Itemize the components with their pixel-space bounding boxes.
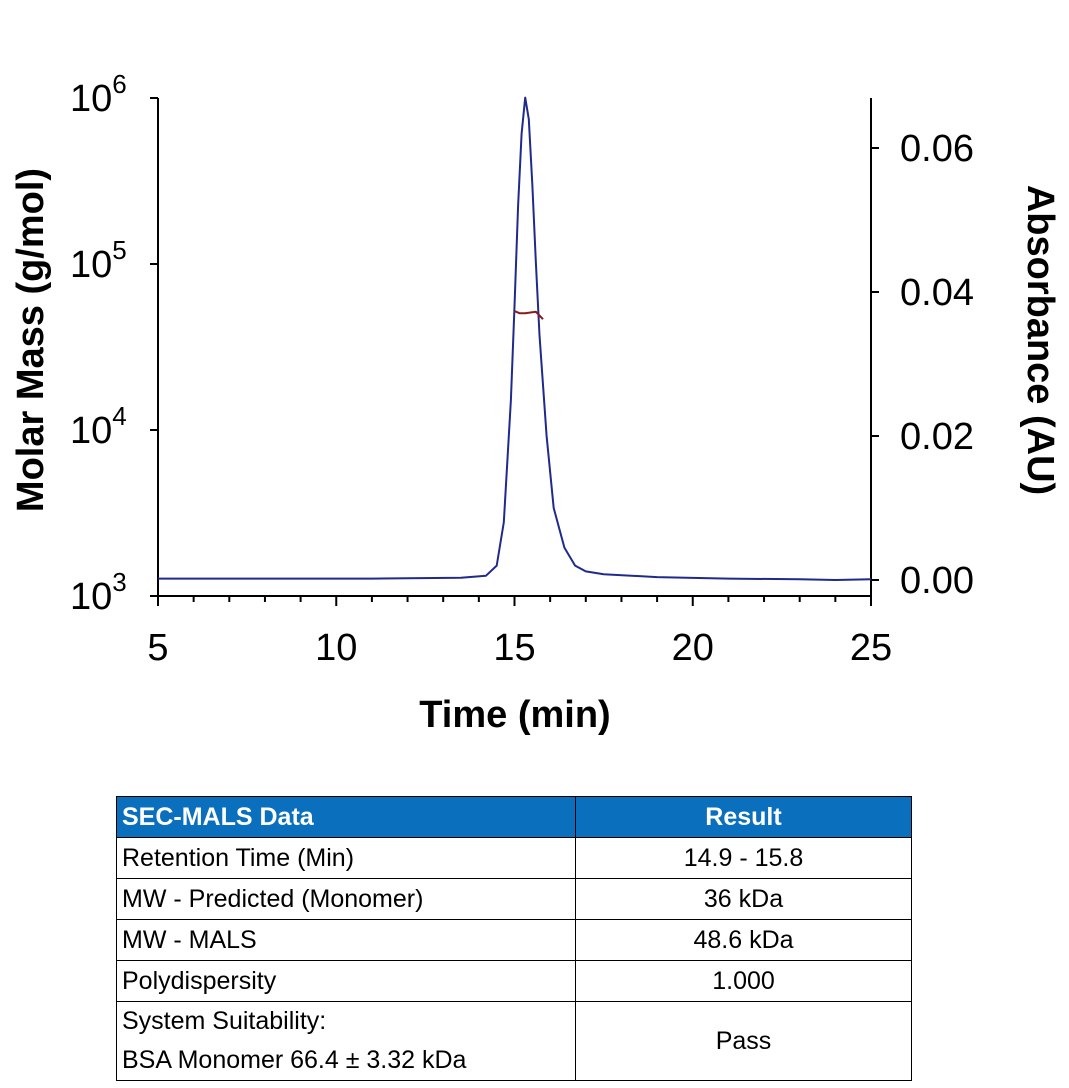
row-value: 36 kDa <box>575 878 912 920</box>
series-lines <box>158 96 872 581</box>
results-table: SEC-MALS Data Result Retention Time (Min… <box>116 796 912 1081</box>
table-row: Retention Time (Min) 14.9 - 15.8 <box>116 837 912 879</box>
molar-mass-line <box>514 310 544 320</box>
y-left-tick-label: 105 <box>70 235 127 286</box>
row-value: 14.9 - 15.8 <box>575 837 912 879</box>
axes <box>150 97 879 606</box>
x-tick-label: 20 <box>672 627 714 669</box>
y-right-tick-label: 0.06 <box>900 128 974 170</box>
y-right-tick-label: 0.00 <box>900 560 974 602</box>
table-row: MW - MALS 48.6 kDa <box>116 919 912 961</box>
y-right-axis-title: Absorbance (AU) <box>1019 185 1061 495</box>
x-axis-title: Time (min) <box>419 694 610 736</box>
row-label: MW - MALS <box>116 919 576 961</box>
header-result: Result <box>575 796 912 838</box>
row-value: 1.000 <box>575 960 912 1002</box>
y-left-axis-title: Molar Mass (g/mol) <box>10 168 52 512</box>
table-header-row: SEC-MALS Data Result <box>116 796 912 838</box>
row-label-line: BSA Monomer 66.4 ± 3.32 kDa <box>122 1046 467 1074</box>
x-tick-label: 10 <box>315 627 357 669</box>
row-value: Pass <box>575 1001 912 1081</box>
row-label: System Suitability: BSA Monomer 66.4 ± 3… <box>116 1001 576 1081</box>
x-tick-label: 15 <box>493 627 535 669</box>
y-left-tick-label: 104 <box>70 401 127 452</box>
y-right-tick-label: 0.02 <box>900 416 974 458</box>
x-tick-label: 5 <box>147 627 168 669</box>
x-tick-label: 25 <box>850 627 892 669</box>
row-label: MW - Predicted (Monomer) <box>116 878 576 920</box>
sec-mals-chart: 5 10 15 20 25 106 105 104 103 0.06 0.04 0.02 0.00 Ti… <box>10 69 1061 736</box>
absorbance-line <box>158 96 872 581</box>
row-label: Polydispersity <box>116 960 576 1002</box>
row-label-line: System Suitability: <box>122 1007 327 1035</box>
table-row: System Suitability: BSA Monomer 66.4 ± 3… <box>116 1001 912 1081</box>
tick-labels: 5 10 15 20 25 106 105 104 103 0.06 0.04 0.02 0.00 <box>70 69 974 669</box>
y-left-tick-label: 103 <box>70 567 127 618</box>
table-row: Polydispersity 1.000 <box>116 960 912 1002</box>
row-value: 48.6 kDa <box>575 919 912 961</box>
y-right-tick-label: 0.04 <box>900 272 974 314</box>
header-sec-mals-data: SEC-MALS Data <box>116 796 576 838</box>
row-label: Retention Time (Min) <box>116 837 576 879</box>
table-row: MW - Predicted (Monomer) 36 kDa <box>116 878 912 920</box>
y-left-tick-label: 106 <box>70 69 127 120</box>
